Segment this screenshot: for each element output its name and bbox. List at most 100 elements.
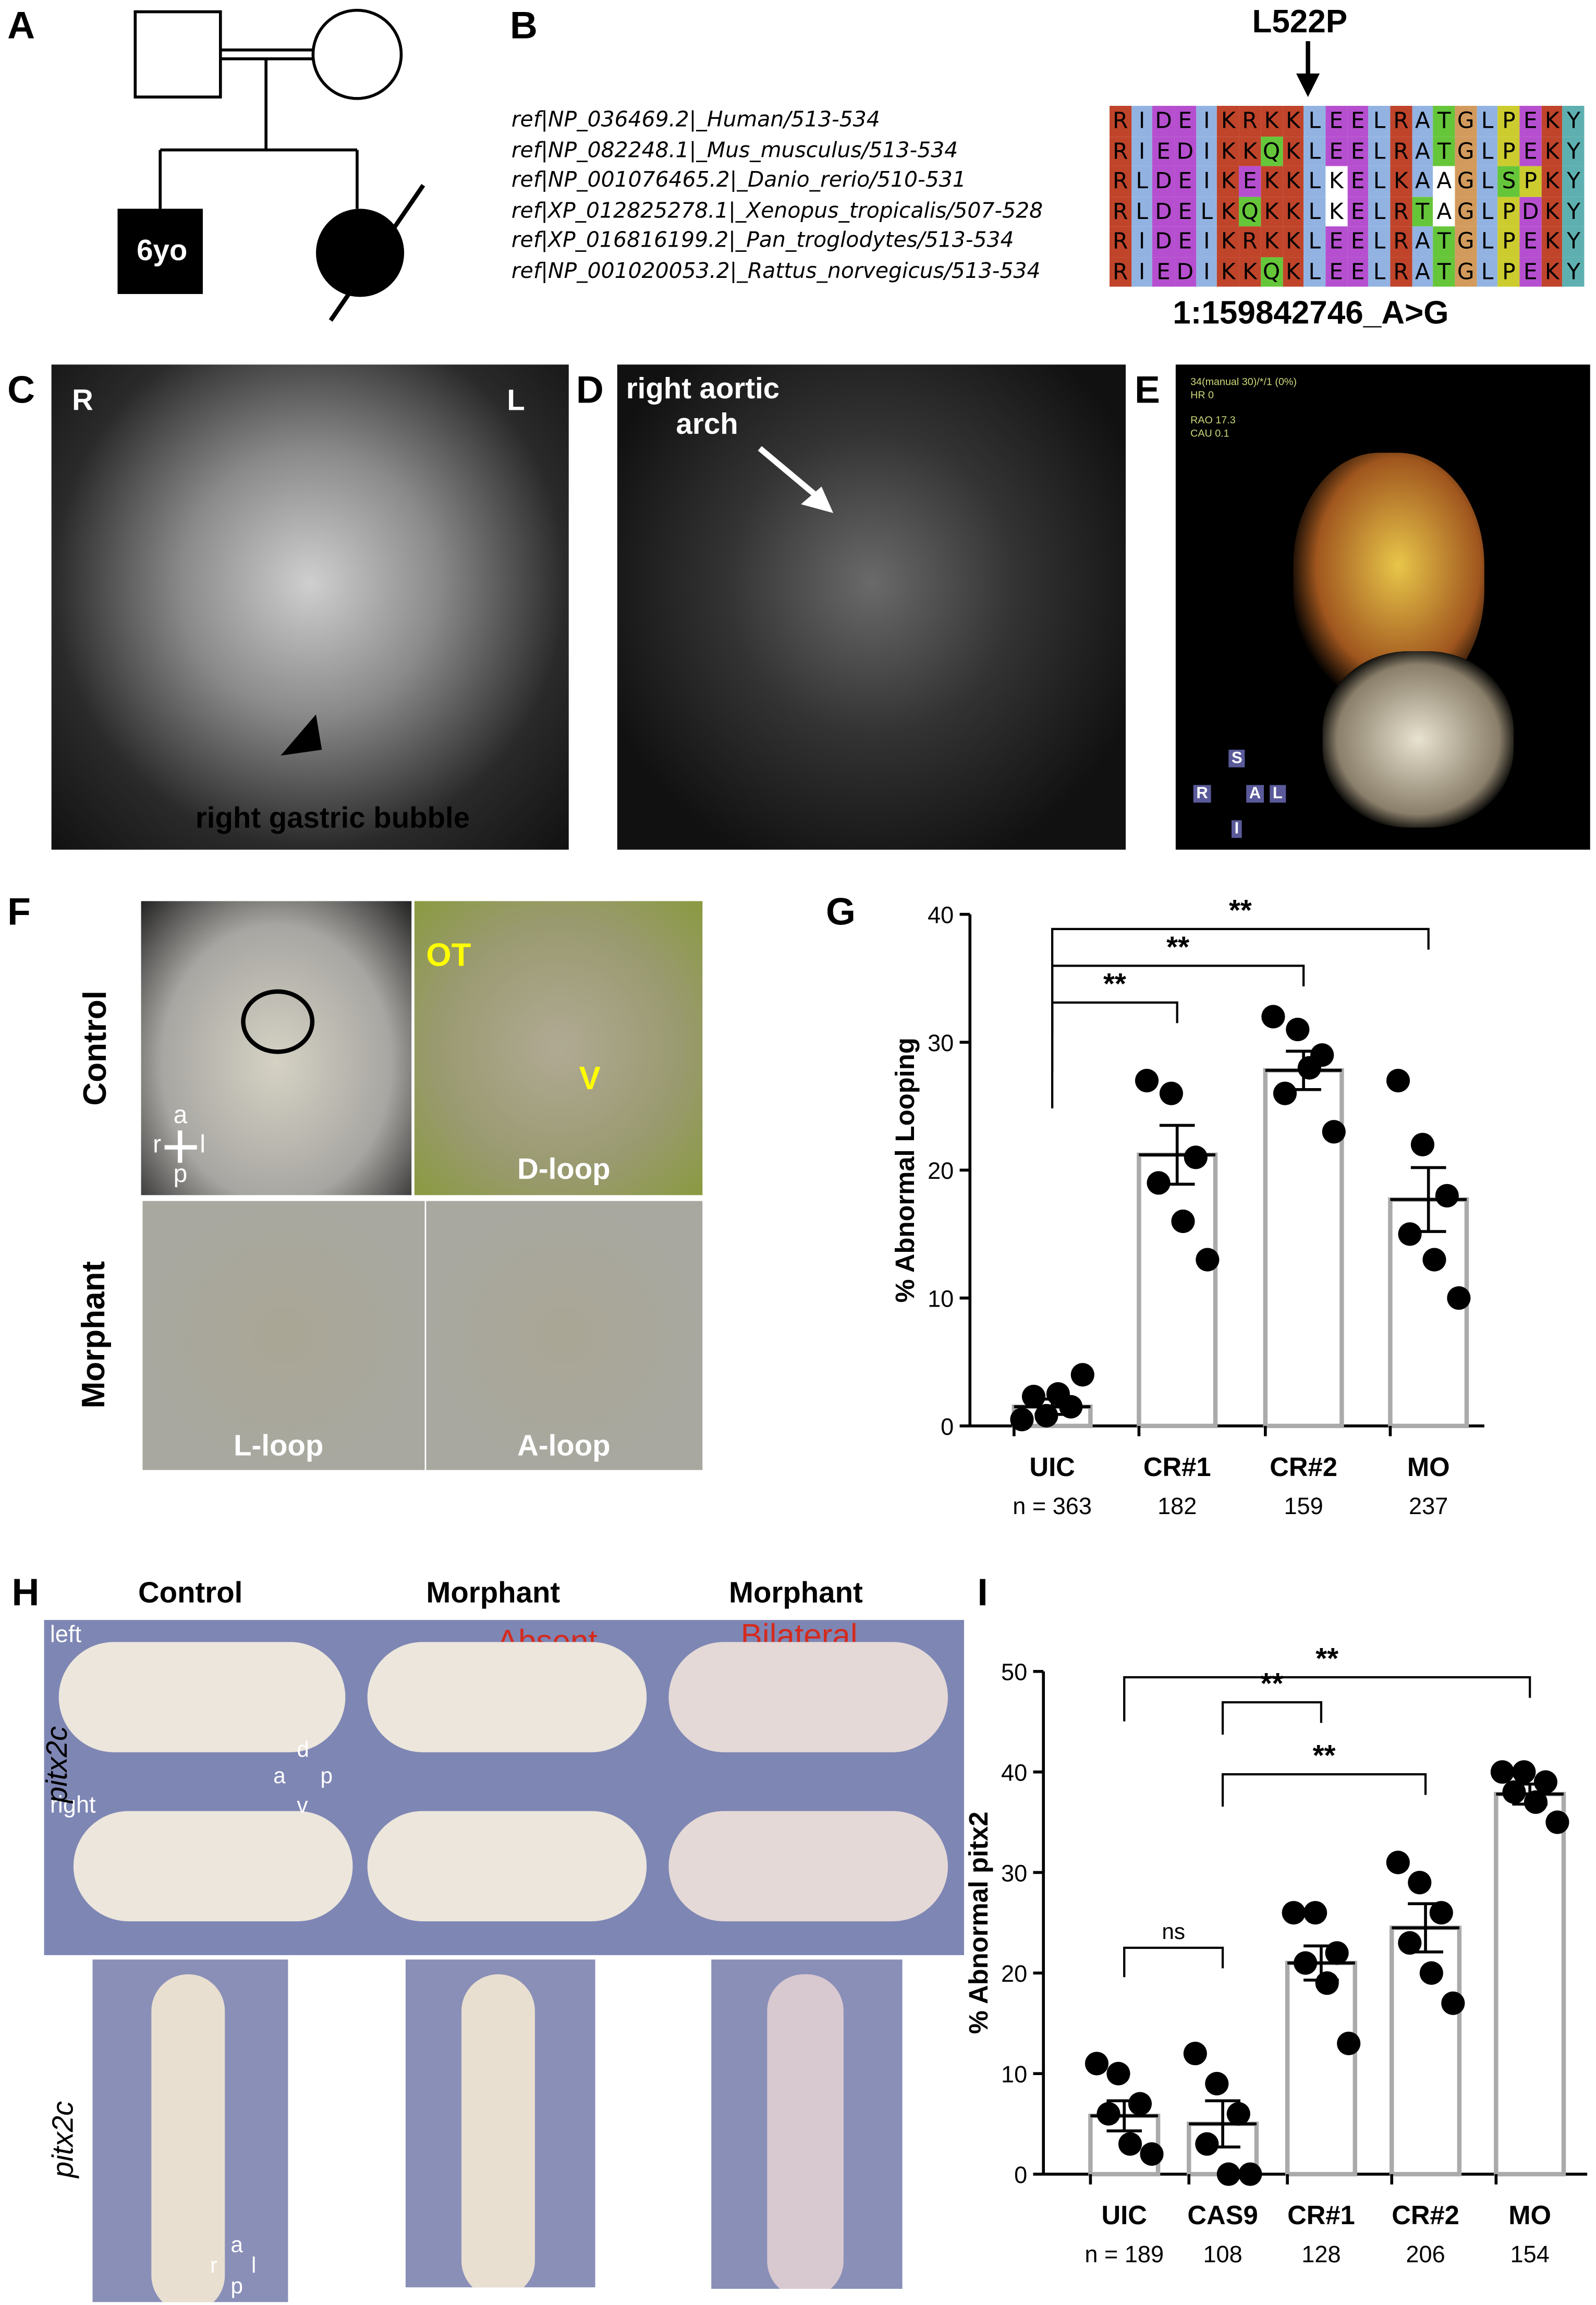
residue: I [1196,136,1218,166]
residue: L [1303,196,1326,227]
a-loop-image: A-loop [426,1201,703,1470]
residue: D [1152,166,1175,197]
data-point [1322,1120,1346,1144]
residue: K [1260,106,1283,136]
residue: G [1455,257,1477,287]
residue: E [1519,257,1542,287]
residue: I [1196,166,1218,197]
row-label-morphant: Morphant [75,1261,112,1409]
n-label: 108 [1203,2241,1242,2267]
residue: R [1110,196,1131,227]
residue: P [1498,106,1520,136]
residue: I [1131,257,1153,287]
chart-g: 0 10 20 30 40 % Abnormal Looping UIC n = 363 CR#… [890,894,1484,1519]
residue: K [1217,226,1239,257]
deceased-sister-symbol [315,209,405,297]
data-point [1286,1017,1310,1042]
residue: E [1325,106,1347,136]
residue: L [1476,257,1498,287]
control-embryo-image: a r l p [141,901,412,1196]
significance-label: ** [1166,930,1189,963]
data-point [1128,2092,1152,2116]
ot-label: OT [426,936,471,973]
data-point [1337,2031,1361,2055]
residue: Y [1563,257,1585,287]
embryo [367,1811,647,1922]
x-tick-label: CAS9 [1187,2200,1258,2230]
sequence-name: ref|XP_016816199.2|_Pan_troglodytes/513-… [511,229,1014,253]
panel-label-c: C [7,367,35,412]
y-tick-label: 10 [928,1286,954,1312]
residue: K [1325,196,1347,227]
ventral-control-image: a r l p [92,1959,288,2302]
y-tick-label: 40 [928,902,954,929]
proband-symbol [117,209,203,294]
mri-image: right aortic arch [617,364,1126,850]
axis-indicator-rl: a r l p [210,2233,257,2299]
col-label-control: Control [138,1577,243,1610]
residue: L [1368,196,1391,227]
residue: K [1390,166,1412,197]
data-point [1419,1961,1443,1985]
data-point [1159,1081,1183,1105]
residue: K [1541,196,1563,227]
lateral-embryo-images: left right Absent Bilateral d a p v [44,1620,965,1955]
residue: R [1239,226,1261,257]
residue: R [1110,136,1131,166]
residue: A [1411,136,1434,166]
residue: E [1325,226,1347,257]
residue: K [1217,166,1239,197]
zoom-circle [241,989,315,1054]
gene-label-ventral: pitx2c [47,2101,80,2178]
residue: L [1303,136,1326,166]
bar [1285,1960,1357,2177]
residue: L [1196,196,1218,227]
residue: L [1476,226,1498,257]
y-tick-label: 0 [941,1413,954,1440]
residue: E [1347,166,1369,197]
pedigree [117,8,425,322]
data-point [1085,2052,1109,2076]
x-tick-label: CR#1 [1287,2200,1355,2230]
data-point [1070,1363,1094,1387]
residue: R [1110,257,1131,287]
data-point [1216,2162,1240,2186]
residue: I [1131,106,1153,136]
data-point [1408,1871,1432,1895]
variant-label: L522P [1252,3,1348,40]
data-point [1315,1971,1339,1995]
residue: E [1519,136,1542,166]
residue: L [1368,166,1391,197]
y-tick-label: 40 [1001,1760,1027,1786]
significance-label: ** [1229,894,1252,926]
left-marker: L [507,385,525,418]
x-tick-label: MO [1407,1452,1450,1482]
residue: E [1347,257,1369,287]
residue: I [1196,257,1218,287]
sequence-name: ref|NP_082248.1|_Mus_musculus/513-534 [511,139,958,163]
data-point [1398,1222,1422,1246]
data-point [1238,2162,1262,2186]
residue: G [1455,226,1477,257]
residue: L [1303,106,1326,136]
residue: T [1433,226,1455,257]
data-point [1490,1760,1514,1784]
arrow-icon [758,446,834,514]
y-tick-label: 50 [1001,1659,1027,1686]
residue: R [1110,226,1131,257]
residue: R [1239,106,1261,136]
data-point [1273,1081,1297,1105]
father-symbol [133,10,222,99]
data-point [1140,2142,1164,2166]
y-tick-label: 30 [1001,1860,1027,1886]
residue: P [1498,196,1520,227]
data-point [1196,1248,1220,1272]
residue: K [1217,257,1239,287]
y-tick-label: 30 [928,1030,954,1056]
data-point [1021,1384,1046,1409]
gene-label-lateral: pitx2c [42,1726,75,1803]
bar [1494,1791,1566,2177]
n-label: 159 [1284,1493,1323,1519]
